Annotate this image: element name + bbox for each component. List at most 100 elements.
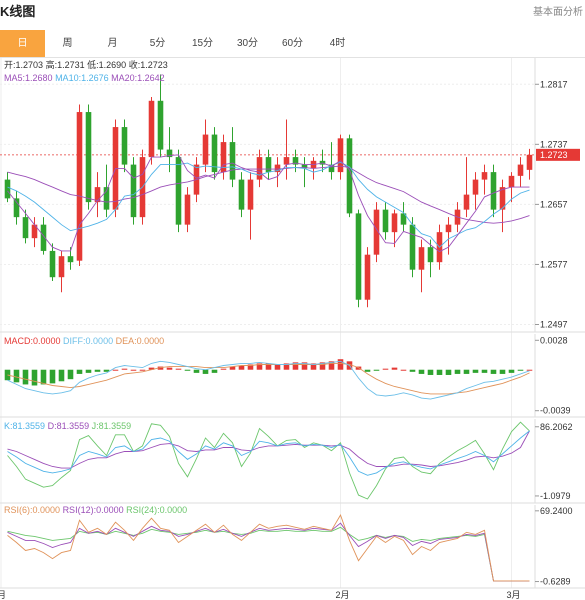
macd-bar <box>13 369 20 383</box>
macd-bar <box>283 363 290 370</box>
macd-bar <box>40 369 47 385</box>
kdj-info-label: D: <box>48 421 57 431</box>
candle-body <box>229 142 236 180</box>
ohlc-info-label: 收: <box>129 59 141 70</box>
macd-bar <box>310 363 317 370</box>
macd-bar <box>238 365 245 370</box>
macd-info: MACD:0.0000 DIFF:0.0000 DEA:0.0000 <box>4 336 164 346</box>
period-tabs: 日 周 月 5分 15分 30分 60分 4时 <box>0 30 585 58</box>
macd-bar <box>175 368 182 370</box>
macd-bar <box>400 369 407 371</box>
candle-body <box>220 142 227 173</box>
macd-bar <box>373 369 380 371</box>
macd-bar <box>418 369 425 374</box>
rsi-info-value: 0.0000 <box>96 505 124 515</box>
macd-bar <box>58 369 65 382</box>
kdj-tick-label: -1.0979 <box>540 491 571 501</box>
candle-body <box>328 164 335 173</box>
candle-body <box>67 256 74 263</box>
macd-bar <box>211 369 218 373</box>
candle-body <box>166 149 173 158</box>
macd-bar <box>454 369 461 374</box>
rsi-tick-label: 69.2400 <box>540 506 573 516</box>
macd-bar <box>193 369 200 373</box>
tab-6[interactable]: 60分 <box>281 38 304 49</box>
macd-bar <box>85 369 92 373</box>
ma10-line <box>7 161 530 248</box>
tab-5[interactable]: 30分 <box>236 38 259 49</box>
macd-bar <box>130 369 137 371</box>
last-price-badge <box>536 148 580 161</box>
macd-bar <box>229 366 236 370</box>
kdj-info-label: J: <box>92 421 99 431</box>
macd-bar <box>4 369 11 381</box>
candle-body <box>130 164 137 218</box>
price-tick-label: 1.2497 <box>540 319 568 329</box>
candle-body <box>148 100 155 158</box>
macd-bar <box>337 359 344 370</box>
macd-tick-label: 0.0028 <box>540 335 568 345</box>
candle-body <box>508 175 515 188</box>
macd-bar <box>157 366 164 370</box>
candle-body <box>526 154 533 170</box>
macd-bar <box>526 369 533 371</box>
rsi-info-label: RSI(24): <box>126 505 160 515</box>
macd-bar <box>364 369 371 372</box>
candle-body <box>283 157 290 165</box>
kdj-k-line <box>7 430 530 476</box>
macd-bar <box>184 369 191 371</box>
candle-body <box>157 100 164 150</box>
fundamental-analysis-link[interactable]: 基本面分析 <box>533 7 583 18</box>
macd-bar <box>22 369 29 385</box>
candle-body <box>76 112 83 261</box>
candle-body <box>4 179 11 199</box>
macd-bar <box>121 368 128 370</box>
tab-7[interactable]: 4时 <box>329 38 346 49</box>
macd-bar <box>94 369 101 372</box>
header: K线图 基本面分析 <box>0 0 585 22</box>
candle-body <box>202 134 209 165</box>
candle-body <box>49 250 56 278</box>
macd-bar <box>166 367 173 370</box>
rsi12-line <box>7 522 530 582</box>
macd-bar <box>103 369 110 372</box>
macd-info-label: MACD: <box>4 336 33 346</box>
macd-dea-line <box>7 362 530 395</box>
candle-body <box>238 179 245 210</box>
price-tick-label: 1.2657 <box>540 199 568 209</box>
tab-2[interactable]: 月 <box>107 38 118 49</box>
candle-body <box>211 134 218 173</box>
tab-0[interactable]: 日 <box>0 30 45 57</box>
candle-body <box>481 172 488 180</box>
macd-bar <box>319 362 326 370</box>
candle-body <box>382 209 389 233</box>
kdj-info-value: 81.3559 <box>57 421 90 431</box>
macd-diff-line <box>7 360 530 400</box>
candle-body <box>427 247 434 263</box>
candle-body <box>490 172 497 210</box>
candle-body <box>499 187 506 210</box>
ma20-line <box>7 165 530 224</box>
ohlc-info-label: 开: <box>4 60 16 70</box>
tab-3[interactable]: 5分 <box>149 38 166 49</box>
ohlc-info-value: 1.2703 <box>16 60 44 70</box>
tab-1[interactable]: 周 <box>62 38 73 49</box>
ma-info-value: 1.2680 <box>25 73 53 83</box>
candle-body <box>31 224 38 239</box>
macd-info-value: 0.0000 <box>33 336 61 346</box>
macd-bar <box>427 369 434 375</box>
rsi-info-value: 0.0000 <box>160 505 188 515</box>
kdj-info-label: K: <box>4 421 13 431</box>
macd-bar <box>301 362 308 370</box>
tab-4[interactable]: 15分 <box>191 38 214 49</box>
candle-body <box>409 224 416 270</box>
macd-bar <box>139 369 146 371</box>
candle-body <box>94 187 101 203</box>
candle-body <box>472 179 479 195</box>
ma5-line <box>7 154 530 253</box>
macd-bar <box>274 364 281 370</box>
candle-body <box>184 194 191 225</box>
candle-body <box>247 179 254 210</box>
candle-body <box>121 127 128 165</box>
ma-info-value: 1.2642 <box>137 73 165 83</box>
